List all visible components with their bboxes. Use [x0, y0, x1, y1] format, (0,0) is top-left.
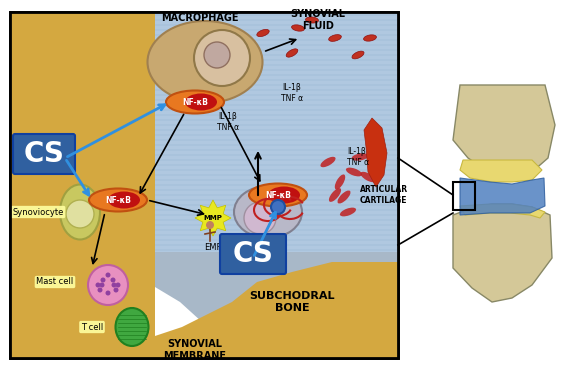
Polygon shape — [453, 85, 555, 176]
Circle shape — [101, 277, 105, 283]
Ellipse shape — [340, 208, 356, 216]
Ellipse shape — [268, 186, 300, 203]
Ellipse shape — [234, 186, 302, 238]
Ellipse shape — [116, 308, 148, 346]
Text: SYNOVIAL
FLUID: SYNOVIAL FLUID — [290, 9, 346, 31]
Text: SUBCHODRAL
BONE: SUBCHODRAL BONE — [249, 291, 335, 313]
Polygon shape — [10, 12, 155, 358]
Ellipse shape — [335, 175, 345, 190]
Polygon shape — [155, 12, 398, 252]
Text: Synoviocyte: Synoviocyte — [12, 207, 64, 217]
Circle shape — [112, 283, 117, 287]
Ellipse shape — [351, 153, 369, 161]
Circle shape — [206, 221, 214, 229]
Polygon shape — [453, 204, 552, 302]
Ellipse shape — [346, 168, 362, 176]
Ellipse shape — [148, 21, 263, 103]
Ellipse shape — [352, 51, 364, 59]
Polygon shape — [155, 252, 398, 358]
Polygon shape — [460, 178, 545, 215]
Polygon shape — [195, 200, 231, 236]
Ellipse shape — [361, 172, 375, 182]
Circle shape — [88, 265, 128, 305]
Circle shape — [116, 283, 121, 287]
Polygon shape — [10, 12, 398, 358]
Circle shape — [113, 287, 118, 293]
Circle shape — [204, 42, 230, 68]
Circle shape — [95, 283, 101, 287]
Circle shape — [98, 287, 102, 293]
Circle shape — [99, 283, 105, 287]
Circle shape — [105, 272, 110, 277]
FancyBboxPatch shape — [13, 134, 75, 174]
Ellipse shape — [329, 35, 342, 41]
Text: IL-1β
TNF α: IL-1β TNF α — [281, 83, 303, 103]
Text: EMF: EMF — [204, 244, 222, 252]
Ellipse shape — [185, 93, 217, 110]
Circle shape — [194, 30, 250, 86]
FancyBboxPatch shape — [220, 234, 286, 274]
Ellipse shape — [305, 17, 319, 23]
Text: MACROPHAGE: MACROPHAGE — [161, 13, 239, 23]
Text: NF-κB: NF-κB — [182, 97, 208, 107]
Circle shape — [105, 290, 110, 296]
Ellipse shape — [363, 35, 377, 41]
Ellipse shape — [89, 189, 147, 211]
Circle shape — [271, 200, 285, 214]
Text: SYNOVIAL
MEMBRANE: SYNOVIAL MEMBRANE — [163, 339, 227, 361]
Ellipse shape — [60, 184, 100, 239]
Ellipse shape — [338, 190, 351, 203]
Bar — [453, 182, 475, 210]
Ellipse shape — [257, 30, 269, 37]
Text: CS: CS — [232, 240, 274, 268]
Circle shape — [244, 202, 276, 234]
Ellipse shape — [320, 157, 336, 167]
Polygon shape — [10, 262, 398, 358]
Polygon shape — [460, 204, 545, 218]
Ellipse shape — [249, 183, 307, 207]
Text: T cell: T cell — [81, 323, 103, 331]
Text: ARTICULAR
CARTILAGE: ARTICULAR CARTILAGE — [360, 185, 408, 205]
Text: MMP: MMP — [204, 215, 223, 221]
Text: IL-1β
TNF α: IL-1β TNF α — [347, 147, 369, 167]
Text: NF-κB: NF-κB — [265, 190, 291, 200]
Ellipse shape — [329, 188, 341, 202]
Text: Mast cell: Mast cell — [36, 277, 74, 286]
Ellipse shape — [108, 192, 140, 208]
Ellipse shape — [292, 25, 304, 31]
Ellipse shape — [286, 49, 298, 57]
Polygon shape — [460, 160, 542, 182]
Text: IL-1β
TNF α: IL-1β TNF α — [217, 112, 239, 132]
Ellipse shape — [166, 90, 224, 114]
Circle shape — [66, 200, 94, 228]
Text: NF-κB: NF-κB — [105, 196, 131, 204]
Circle shape — [110, 277, 116, 283]
Text: CS: CS — [24, 140, 64, 168]
Polygon shape — [364, 118, 387, 187]
